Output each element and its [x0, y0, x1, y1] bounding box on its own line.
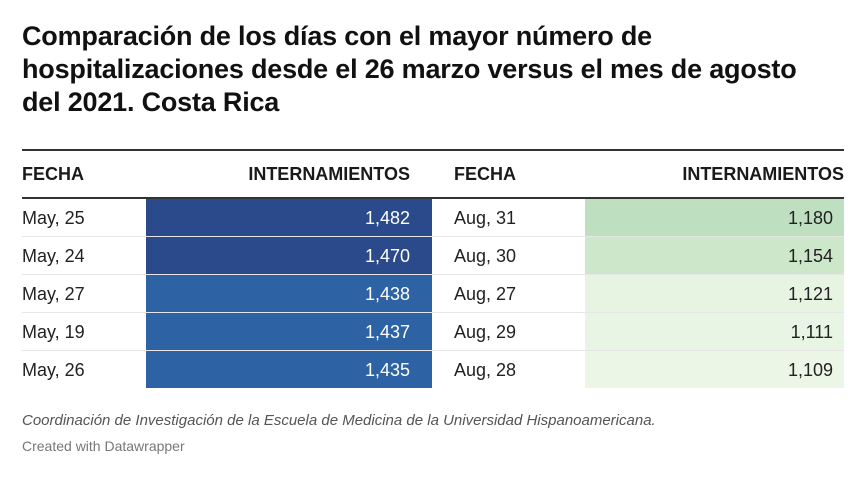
value-internamientos-left: 1,435: [364, 360, 410, 380]
cell-internamientos-right: 1,180: [585, 199, 844, 236]
value-internamientos-left: 1,438: [364, 284, 410, 304]
table-row: May, 27 1,438 Aug, 27 1,121: [22, 275, 844, 313]
cell-fecha-left: May, 27: [22, 284, 85, 304]
cell-fecha-right: Aug, 30: [454, 246, 517, 266]
value-internamientos-right: 1,109: [787, 360, 833, 380]
cell-internamientos-right: 1,111: [585, 313, 844, 350]
value-internamientos-right: 1,180: [787, 208, 833, 228]
table-body: May, 25 1,482 Aug, 31 1,180 May, 24 1,470 Aug,…: [22, 199, 844, 388]
data-table: FECHA INTERNAMIENTOS FECHA INTERNAMIENTO…: [22, 149, 844, 388]
header-internamientos-right: INTERNAMIENTOS: [682, 164, 844, 184]
cell-internamientos-left: 1,470: [146, 237, 432, 274]
value-internamientos-left: 1,470: [364, 246, 410, 266]
cell-fecha-right: Aug, 31: [454, 208, 517, 228]
value-internamientos-left: 1,437: [364, 322, 410, 342]
value-internamientos-right: 1,111: [790, 322, 833, 342]
cell-fecha-right: Aug, 28: [454, 360, 517, 380]
cell-internamientos-left: 1,482: [146, 199, 432, 236]
cell-internamientos-right: 1,121: [585, 275, 844, 312]
table-row: May, 25 1,482 Aug, 31 1,180: [22, 199, 844, 237]
table-row: May, 24 1,470 Aug, 30 1,154: [22, 237, 844, 275]
table-header-row: FECHA INTERNAMIENTOS FECHA INTERNAMIENTO…: [22, 151, 844, 199]
cell-internamientos-left: 1,437: [146, 313, 432, 350]
header-internamientos-left: INTERNAMIENTOS: [248, 164, 410, 184]
datawrapper-credit: Created with Datawrapper: [22, 438, 185, 454]
cell-fecha-right: Aug, 27: [454, 284, 517, 304]
value-internamientos-right: 1,154: [787, 246, 833, 266]
table-row: May, 26 1,435 Aug, 28 1,109: [22, 351, 844, 388]
cell-fecha-left: May, 26: [22, 360, 85, 380]
cell-fecha-left: May, 19: [22, 322, 85, 342]
source-note: Coordinación de Investigación de la Escu…: [22, 412, 656, 429]
header-fecha-right: FECHA: [454, 164, 516, 184]
value-internamientos-left: 1,482: [364, 208, 410, 228]
cell-fecha-left: May, 25: [22, 208, 85, 228]
cell-fecha-left: May, 24: [22, 246, 85, 266]
cell-internamientos-left: 1,435: [146, 351, 432, 388]
value-internamientos-right: 1,121: [787, 284, 833, 304]
table-row: May, 19 1,437 Aug, 29 1,111: [22, 313, 844, 351]
table-top-rule: [22, 149, 844, 151]
chart-title: Comparación de los días con el mayor núm…: [22, 21, 797, 117]
cell-internamientos-right: 1,109: [585, 351, 844, 388]
cell-internamientos-right: 1,154: [585, 237, 844, 274]
header-fecha-left: FECHA: [22, 164, 84, 184]
cell-internamientos-left: 1,438: [146, 275, 432, 312]
cell-fecha-right: Aug, 29: [454, 322, 517, 342]
